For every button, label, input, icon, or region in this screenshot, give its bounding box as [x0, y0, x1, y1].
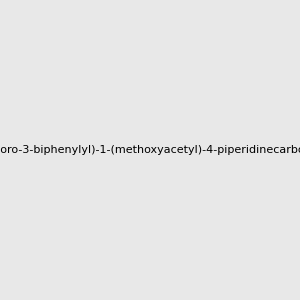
Text: N-(3'-chloro-3-biphenylyl)-1-(methoxyacetyl)-4-piperidinecarboxamide: N-(3'-chloro-3-biphenylyl)-1-(methoxyace… [0, 145, 300, 155]
